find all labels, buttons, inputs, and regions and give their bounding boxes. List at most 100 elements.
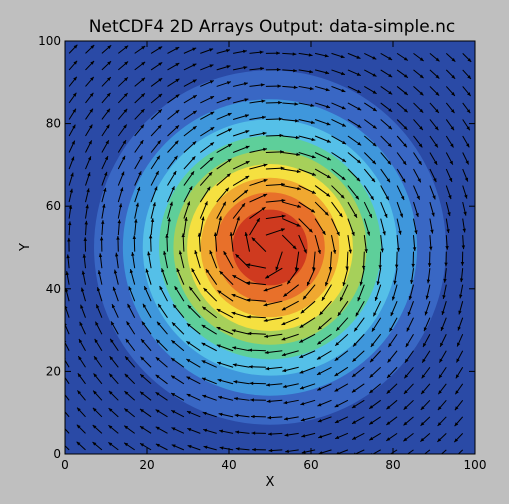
y-tick-label: 60 xyxy=(46,199,61,213)
quiver-arrow xyxy=(150,61,163,71)
y-tick-label: 0 xyxy=(53,447,61,461)
quiver-arrow xyxy=(84,220,88,236)
quiver-arrow xyxy=(109,338,119,352)
quiver-arrow xyxy=(80,287,86,302)
quiver-arrow xyxy=(396,168,406,183)
quiver-arrow xyxy=(413,201,419,218)
y-tick-label: 40 xyxy=(46,282,61,296)
quiver-arrow xyxy=(167,140,179,153)
quiver-arrow xyxy=(134,61,146,71)
quiver-arrow xyxy=(265,366,283,371)
quiver-arrow xyxy=(200,95,215,104)
quiver-arrow xyxy=(462,185,468,199)
quiver-arrow xyxy=(331,218,340,236)
quiver-arrow xyxy=(347,201,358,218)
quiver-arrow xyxy=(92,441,103,451)
quiver-arrow xyxy=(363,152,377,165)
quiver-arrow xyxy=(462,168,469,182)
quiver-arrow xyxy=(113,269,119,285)
quiver-arrow xyxy=(396,86,409,96)
quiver-arrow xyxy=(364,102,377,112)
chart-title: NetCDF4 2D Arrays Output: data-simple.nc xyxy=(89,17,455,37)
quiver-arrow xyxy=(68,44,78,54)
quiver-arrow xyxy=(314,102,331,109)
quiver-arrow xyxy=(437,432,447,443)
quiver-arrow xyxy=(334,366,349,377)
quiver-arrow xyxy=(117,61,129,71)
quiver-arrow xyxy=(324,267,332,287)
quiver-arrow xyxy=(429,102,440,114)
quiver-arrow xyxy=(139,373,152,385)
quiver-arrow xyxy=(299,383,316,390)
quiver-arrow xyxy=(85,188,90,203)
quiver-arrow xyxy=(359,268,365,286)
quiver-arrow xyxy=(386,399,398,410)
quiver-arrow xyxy=(186,340,201,352)
x-tick-label: 100 xyxy=(464,458,487,472)
quiver-arrow xyxy=(351,366,365,378)
quiver-arrow xyxy=(386,432,398,442)
quiver-arrow xyxy=(194,250,201,269)
quiver-arrow xyxy=(298,218,313,233)
quiver-arrow xyxy=(85,140,93,153)
quiver-arrow xyxy=(134,124,145,137)
quiver-arrow xyxy=(129,269,136,285)
quiver-arrow xyxy=(167,46,180,54)
quiver-arrow xyxy=(172,303,185,319)
quiver-arrow xyxy=(334,350,349,362)
quiver-arrow xyxy=(369,350,382,363)
quiver-arrow xyxy=(101,203,106,219)
quiver-arrow xyxy=(316,366,332,376)
quiver-arrow xyxy=(407,301,414,316)
quiver-arrow xyxy=(372,300,382,317)
quiver-arrow xyxy=(314,85,330,92)
quiver-arrow xyxy=(319,300,332,316)
quiver-arrow xyxy=(440,317,447,332)
quiver-arrow xyxy=(408,284,414,301)
quiver-arrow xyxy=(150,170,160,186)
quiver-arrow xyxy=(437,383,447,395)
quiver-arrow xyxy=(413,69,424,79)
quiver-arrow xyxy=(117,92,128,104)
quiver-arrow xyxy=(391,284,398,301)
quiver-arrow xyxy=(347,235,352,254)
quiver-arrow xyxy=(117,139,127,153)
quiver-arrow xyxy=(347,69,361,77)
quiver-arrow xyxy=(331,201,343,218)
quiver-arrow xyxy=(216,308,234,319)
quiver-arrow xyxy=(265,214,286,220)
quiver-arrow xyxy=(437,416,447,427)
quiver-arrow xyxy=(368,399,381,410)
quiver-arrow xyxy=(199,156,214,170)
quiver-arrow xyxy=(156,321,168,335)
quiver-arrow xyxy=(347,85,362,94)
quiver-arrow xyxy=(186,358,201,368)
quiver-arrow xyxy=(445,235,449,250)
quiver-arrow xyxy=(67,237,71,252)
quiver-arrow xyxy=(101,76,112,87)
quiver-arrow xyxy=(317,399,332,407)
quiver-arrow xyxy=(170,357,185,368)
quiver-arrow xyxy=(429,69,440,79)
quiver-arrow xyxy=(108,441,119,451)
quiver-arrow xyxy=(246,281,266,286)
quiver-arrow xyxy=(134,93,146,104)
quiver-arrow xyxy=(249,66,265,71)
quiver-arrow xyxy=(170,375,185,385)
quiver-arrow xyxy=(124,408,136,418)
quiver-arrow xyxy=(314,168,332,179)
quiver-arrow xyxy=(345,251,349,271)
quiver-arrow xyxy=(386,366,398,379)
quiver-arrow xyxy=(420,383,431,395)
quiver-arrow xyxy=(140,356,152,368)
quiver-arrow xyxy=(413,119,424,131)
quiver-arrow xyxy=(101,108,111,120)
plot-frame xyxy=(64,40,476,455)
quiver-arrow xyxy=(390,300,398,317)
quiver-arrow xyxy=(200,141,215,153)
quiver-arrow xyxy=(413,86,424,96)
quiver-arrow xyxy=(94,338,103,352)
quiver-arrow xyxy=(357,284,365,302)
quiver-arrow xyxy=(155,356,168,368)
quiver-arrow xyxy=(232,145,250,153)
